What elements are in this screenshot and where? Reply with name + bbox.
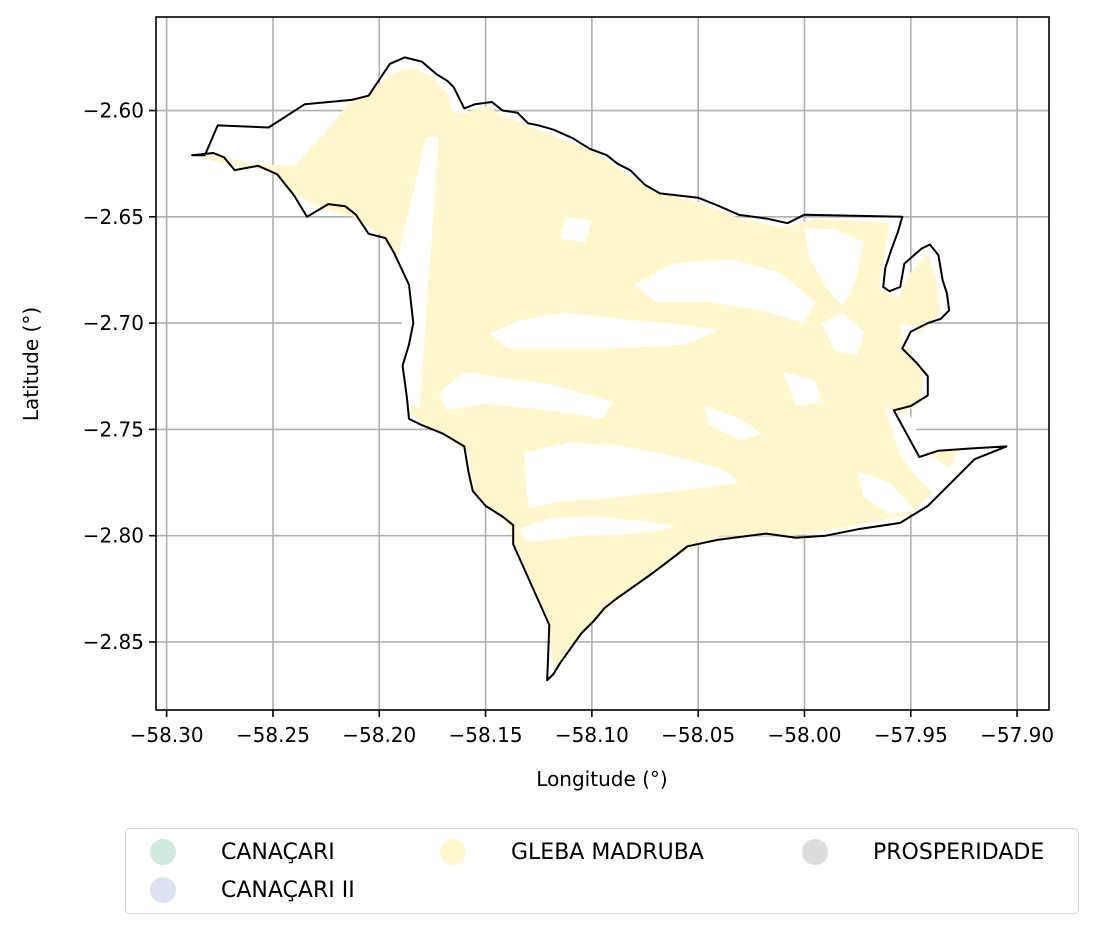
legend-item-canacari-ii: CANAÇARI II bbox=[150, 873, 355, 907]
x-tick-label: −57.90 bbox=[980, 723, 1054, 747]
x-axis-title: Longitude (°) bbox=[536, 767, 667, 791]
y-tick-label: −2.65 bbox=[83, 205, 144, 229]
x-tick-label: −58.25 bbox=[236, 723, 310, 747]
y-tick-label: −2.60 bbox=[83, 99, 144, 123]
legend-label: GLEBA MADRUBA bbox=[511, 840, 704, 865]
x-tick-label: −58.05 bbox=[661, 723, 735, 747]
y-axis-ticks: −2.60 −2.65 −2.70 −2.75 −2.80 −2.85 bbox=[83, 99, 156, 654]
y-tick-label: −2.70 bbox=[83, 311, 144, 335]
legend-item-canacari: CANAÇARI bbox=[150, 835, 335, 869]
legend-marker bbox=[802, 839, 828, 865]
legend-item-gleba-madruba: GLEBA MADRUBA bbox=[440, 835, 704, 869]
y-axis-title: Latitude (°) bbox=[19, 307, 43, 421]
x-tick-label: −58.00 bbox=[767, 723, 841, 747]
x-tick-label: −58.20 bbox=[342, 723, 416, 747]
y-tick-label: −2.75 bbox=[83, 417, 144, 441]
legend-label: PROSPERIDADE bbox=[873, 840, 1044, 865]
y-tick-label: −2.80 bbox=[83, 524, 144, 548]
legend-marker bbox=[440, 839, 466, 865]
x-tick-label: −58.30 bbox=[130, 723, 204, 747]
legend-label: CANAÇARI bbox=[221, 840, 335, 865]
legend-item-prosperidade: PROSPERIDADE bbox=[802, 835, 1044, 869]
legend-label: CANAÇARI II bbox=[221, 878, 355, 903]
x-tick-label: −57.95 bbox=[874, 723, 948, 747]
x-axis-ticks: −58.30 −58.25 −58.20 −58.15 −58.10 −58.05 −58.… bbox=[130, 710, 1054, 747]
y-tick-label: −2.85 bbox=[83, 630, 144, 654]
legend-marker bbox=[150, 839, 176, 865]
x-tick-label: −58.15 bbox=[449, 723, 523, 747]
x-tick-label: −58.10 bbox=[555, 723, 629, 747]
legend: CANAÇARI CANAÇARI II GLEBA MADRUBA PROSP… bbox=[125, 828, 1079, 914]
legend-marker bbox=[150, 877, 176, 903]
